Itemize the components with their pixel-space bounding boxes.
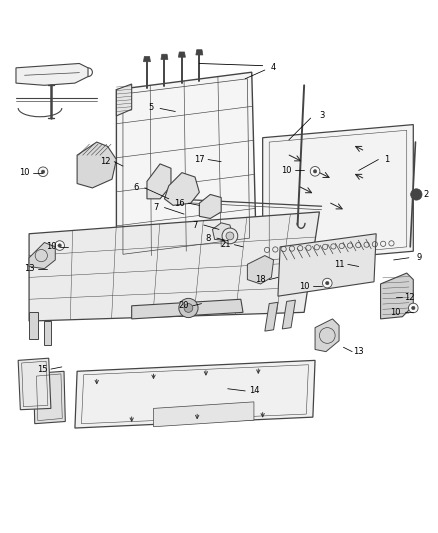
Polygon shape	[29, 312, 38, 338]
Circle shape	[313, 169, 317, 173]
Polygon shape	[315, 319, 339, 352]
Text: 7: 7	[192, 221, 198, 230]
Text: 2: 2	[424, 190, 429, 199]
Text: 18: 18	[255, 275, 266, 284]
Text: 14: 14	[249, 386, 259, 395]
Circle shape	[411, 189, 422, 200]
Text: 10: 10	[46, 243, 56, 252]
Text: 12: 12	[100, 157, 111, 166]
Polygon shape	[75, 360, 315, 428]
Polygon shape	[33, 372, 65, 424]
Circle shape	[322, 278, 332, 288]
Polygon shape	[278, 234, 376, 296]
Circle shape	[179, 298, 198, 318]
Polygon shape	[283, 300, 295, 329]
Text: 7: 7	[153, 203, 159, 212]
Text: 1: 1	[385, 155, 390, 164]
Polygon shape	[212, 223, 232, 240]
Text: 3: 3	[319, 111, 324, 120]
Text: 12: 12	[404, 293, 414, 302]
Text: 21: 21	[220, 240, 231, 249]
Circle shape	[409, 303, 418, 313]
Text: 10: 10	[282, 166, 292, 175]
Circle shape	[38, 167, 48, 176]
Polygon shape	[29, 243, 55, 269]
Circle shape	[58, 244, 61, 247]
Circle shape	[310, 166, 320, 176]
Polygon shape	[178, 52, 185, 57]
Polygon shape	[132, 299, 243, 319]
Polygon shape	[144, 56, 150, 62]
Text: 15: 15	[37, 365, 47, 374]
Text: 5: 5	[148, 103, 154, 111]
Text: 10: 10	[19, 168, 30, 177]
Polygon shape	[161, 54, 168, 60]
Polygon shape	[196, 50, 203, 55]
Text: 20: 20	[179, 301, 189, 310]
Text: 17: 17	[194, 155, 205, 164]
Polygon shape	[265, 302, 278, 331]
Text: 13: 13	[24, 264, 35, 273]
Polygon shape	[44, 321, 51, 345]
Polygon shape	[117, 72, 256, 260]
Circle shape	[184, 304, 193, 312]
Circle shape	[226, 232, 234, 240]
Polygon shape	[117, 84, 132, 116]
Polygon shape	[147, 164, 171, 199]
Circle shape	[222, 228, 238, 244]
Text: 4: 4	[271, 63, 276, 72]
Polygon shape	[153, 402, 254, 427]
Text: 13: 13	[353, 347, 364, 356]
Text: 9: 9	[417, 253, 422, 262]
Polygon shape	[16, 63, 88, 85]
Text: 10: 10	[391, 308, 401, 317]
Circle shape	[325, 281, 329, 285]
Polygon shape	[247, 256, 274, 284]
Text: 16: 16	[174, 199, 185, 208]
Text: 6: 6	[133, 183, 139, 192]
Polygon shape	[77, 142, 117, 188]
Polygon shape	[18, 358, 51, 410]
Polygon shape	[164, 173, 199, 205]
Circle shape	[412, 306, 415, 310]
Polygon shape	[263, 125, 413, 264]
Circle shape	[41, 170, 45, 174]
Polygon shape	[29, 212, 319, 321]
Text: 10: 10	[299, 281, 309, 290]
Polygon shape	[199, 195, 221, 219]
Circle shape	[55, 241, 64, 251]
Polygon shape	[381, 273, 413, 319]
Text: 8: 8	[205, 233, 211, 243]
Text: 11: 11	[334, 260, 344, 269]
